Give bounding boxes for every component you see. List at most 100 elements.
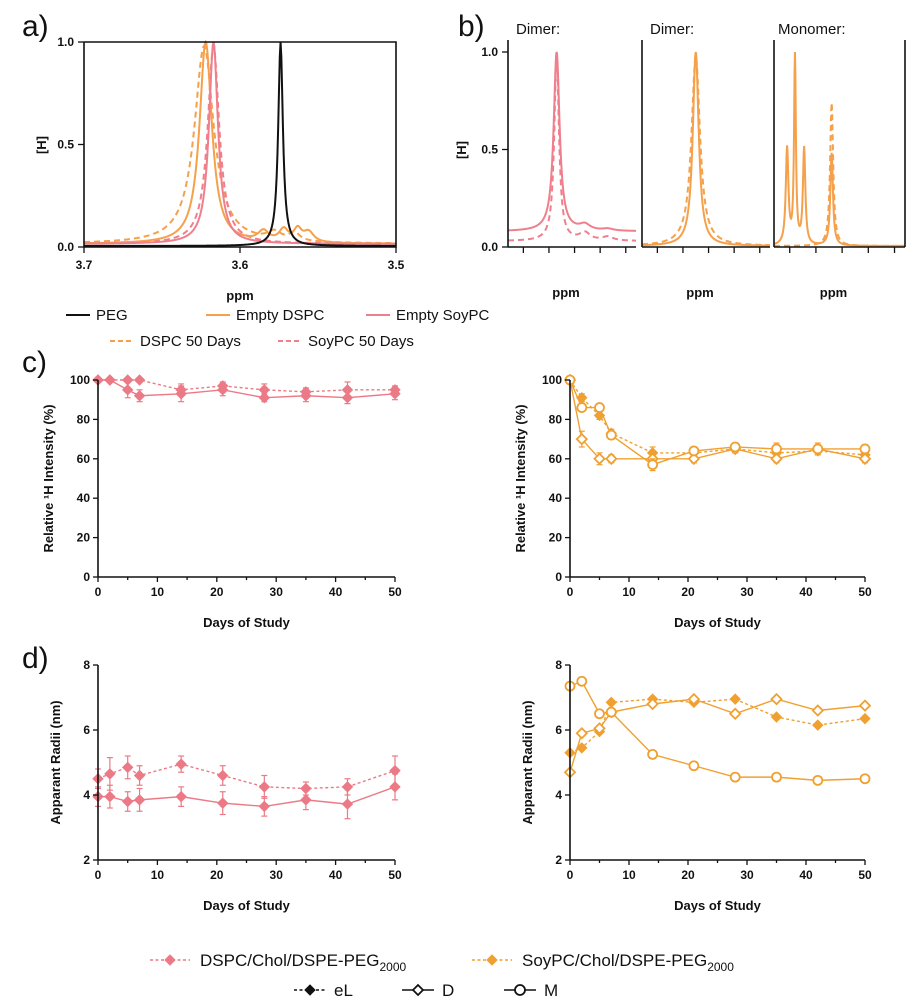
x-axis-title: ppm [226,288,253,303]
data-point [389,764,401,777]
data-point [770,452,783,466]
data-point [858,699,872,712]
x-tick-label: 50 [858,868,872,882]
series-line-d [569,698,866,773]
x-tick-label: 30 [740,868,754,882]
data-point [812,774,824,786]
data-point [576,402,588,413]
y-axis-title: Relative ¹H Intensity (%) [513,404,528,552]
y-tick-label: 0 [83,570,90,584]
y-tick-label: 0.0 [481,240,498,254]
x-tick-label: 50 [388,868,402,882]
data-point [300,782,312,795]
x-tick-label: 50 [388,585,402,599]
series-line-el [98,379,396,399]
data-point [770,692,783,706]
y-tick-label: 0.0 [57,240,74,254]
legend-label: PEG [96,307,128,324]
data-point [486,954,498,966]
x-tick-label: 40 [329,585,343,599]
x-tick-label: 0 [567,868,574,882]
data-point [858,452,872,466]
legend-label: Empty DSPC [236,307,325,324]
data-point [341,781,354,793]
y-tick-label: 2 [83,853,90,867]
x-axis-title: ppm [820,285,847,300]
series-line-el [569,379,866,456]
data-point [389,781,401,793]
x-axis-title: Days of Study [674,615,761,630]
y-axis-title: [H] [34,136,49,154]
y-tick-label: 60 [77,452,91,466]
data-point [164,954,176,966]
data-point [175,758,187,770]
series-line-m [569,680,866,782]
data-point [575,432,589,446]
data-point [389,384,401,396]
data-point [605,706,617,718]
y-tick-label: 4 [83,788,90,802]
data-point [812,719,824,731]
legend-marker-label: eL [334,981,353,1000]
x-tick-label: 3.6 [232,258,249,272]
x-tick-label: 40 [799,868,813,882]
legend-label: Empty SoyPC [396,307,490,324]
data-point [514,984,526,996]
data-point [258,384,271,396]
data-point [133,390,146,402]
y-tick-label: 2 [555,853,562,867]
plot-frame [83,41,397,248]
y-tick-label: 8 [555,658,562,672]
data-point [688,760,700,772]
x-tick-label: 30 [270,868,284,882]
data-point [688,445,700,457]
subpanel-title: Dimer: [516,21,560,38]
data-point [811,704,825,717]
x-tick-label: 20 [681,585,695,599]
data-point [687,692,701,706]
x-axis-title: ppm [552,285,579,300]
data-point [593,722,606,735]
y-tick-label: 6 [555,723,562,737]
y-tick-label: 4 [555,788,562,802]
legend-marker-label: D [442,981,454,1000]
data-point [859,443,871,455]
data-point [217,769,229,782]
spectrum-line-empty-soypc [83,41,396,245]
data-point [217,380,229,392]
data-point [300,386,312,398]
data-point [605,429,617,441]
data-point [258,781,271,793]
y-tick-label: 100 [542,373,562,387]
panel-d-right-radii-chart: 2 4 6 8 0 10 20 30 40 50 Days of Study Apparant Rad… [520,658,872,913]
x-tick-label: 10 [151,585,165,599]
data-point [217,797,229,809]
y-axis-title: Relative ¹H Intensity (%) [41,404,56,552]
spectrum-line-dspc-50-days [83,44,397,245]
data-point [771,443,782,455]
spectrum-line-peg [84,41,396,247]
panel-label-b: b) [458,10,485,43]
x-tick-label: 30 [740,585,754,599]
series-line-m [569,379,865,466]
series-line-d [569,379,866,460]
x-tick-label: 20 [210,585,224,599]
x-tick-label: 3.7 [76,258,93,272]
panel-b-nmr-subspectra: Dimer: ppm Dimer: ppm Monomer: ppm 0.0 0.5 1.0 [H… [454,21,906,300]
subpanel-title: Monomer: [778,21,846,38]
y-tick-label: 6 [83,723,90,737]
data-point [593,452,606,466]
subspectrum-line-solid [773,51,905,247]
panel-d-left-radii-chart: 2 4 6 8 0 10 20 30 40 50 Days of Study Apparant Rad… [48,658,402,913]
y-tick-label: 40 [77,491,91,505]
x-tick-label: 20 [210,868,224,882]
x-axis-title: Days of Study [674,898,761,913]
data-point [121,384,134,396]
data-point [729,771,741,783]
data-point [258,800,271,813]
y-tick-label: 20 [77,531,91,545]
y-tick-label: 100 [70,373,90,387]
x-axis-title: Days of Study [203,898,290,913]
data-point [576,675,588,687]
spectrum-line-empty-dspc [83,39,396,245]
